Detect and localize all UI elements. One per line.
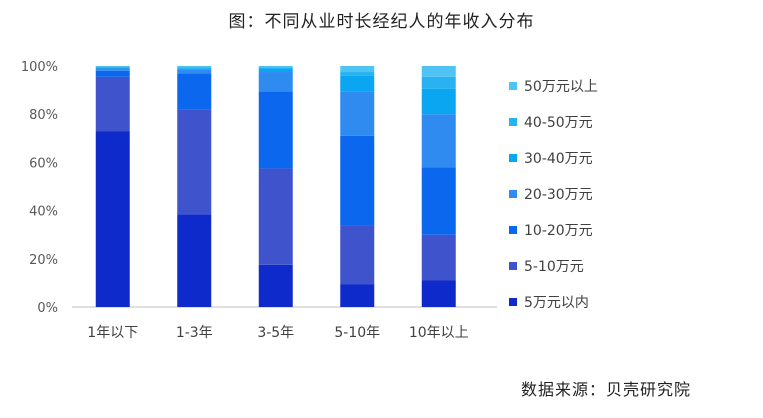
legend-swatch [509, 262, 517, 270]
y-tick-label: 80% [29, 108, 58, 123]
bar-segment [95, 68, 130, 71]
y-tick-label: 0% [37, 301, 58, 316]
legend-swatch [509, 226, 517, 234]
bar-segment [177, 69, 212, 74]
legend-swatch [509, 118, 517, 126]
legend-swatch [509, 190, 517, 198]
x-category-label: 1年以下 [87, 325, 138, 341]
bar-segment [421, 88, 456, 115]
bar-segment [177, 66, 212, 68]
x-category-label: 1-3年 [176, 325, 213, 341]
bar-segment [421, 114, 456, 168]
legend-swatch [509, 298, 517, 306]
bar-segment [421, 280, 456, 307]
legend-label: 5万元以内 [524, 295, 589, 311]
bar-segment [258, 68, 293, 73]
bar-segment [177, 214, 212, 307]
bar-segment [340, 284, 375, 307]
bar-segment [421, 167, 456, 235]
legend-swatch [509, 82, 517, 90]
x-category-label: 10年以上 [409, 325, 469, 341]
legend-label: 10-20万元 [524, 223, 593, 239]
bar-segment [258, 66, 293, 68]
bar-segment [177, 67, 212, 69]
x-category-label: 5-10年 [334, 325, 380, 341]
legend-label: 5-10万元 [524, 259, 584, 275]
bar-segment [177, 68, 212, 70]
y-tick-label: 100% [21, 60, 58, 75]
bar-segment [95, 131, 130, 307]
y-tick-label: 60% [29, 156, 58, 171]
legend-label: 30-40万元 [524, 151, 593, 167]
bar-segment [177, 73, 212, 110]
y-tick-label: 20% [29, 253, 58, 268]
bar-segment [95, 66, 130, 67]
bar-segment [95, 76, 130, 132]
y-tick-label: 40% [29, 205, 58, 220]
bar-segment [258, 67, 293, 69]
bar-segment [258, 72, 293, 92]
legend-swatch [509, 154, 517, 162]
data-source-note: 数据来源：贝壳研究院 [520, 380, 691, 399]
bar-segment [340, 66, 375, 73]
bar-segment [258, 168, 293, 265]
bar-segment [421, 234, 456, 281]
bar-segment [95, 67, 130, 69]
bar-segment [177, 109, 212, 215]
legend-label: 40-50万元 [524, 115, 593, 131]
chart-title: 图：不同从业时长经纪人的年收入分布 [228, 12, 535, 32]
legend-label: 50万元以上 [524, 79, 598, 95]
bar-segment [340, 135, 375, 226]
bar-segment [340, 225, 375, 285]
bar-segment [95, 70, 130, 77]
bar-segment [421, 76, 456, 89]
bar-segment [340, 72, 375, 76]
bar-segment [258, 264, 293, 307]
bar-segment [340, 75, 375, 92]
bar-segment [421, 66, 456, 77]
x-category-label: 3-5年 [257, 325, 294, 341]
bar-segment [340, 91, 375, 136]
bar-segment [258, 91, 293, 169]
bar-segment [95, 66, 130, 68]
legend-label: 20-30万元 [524, 187, 593, 203]
